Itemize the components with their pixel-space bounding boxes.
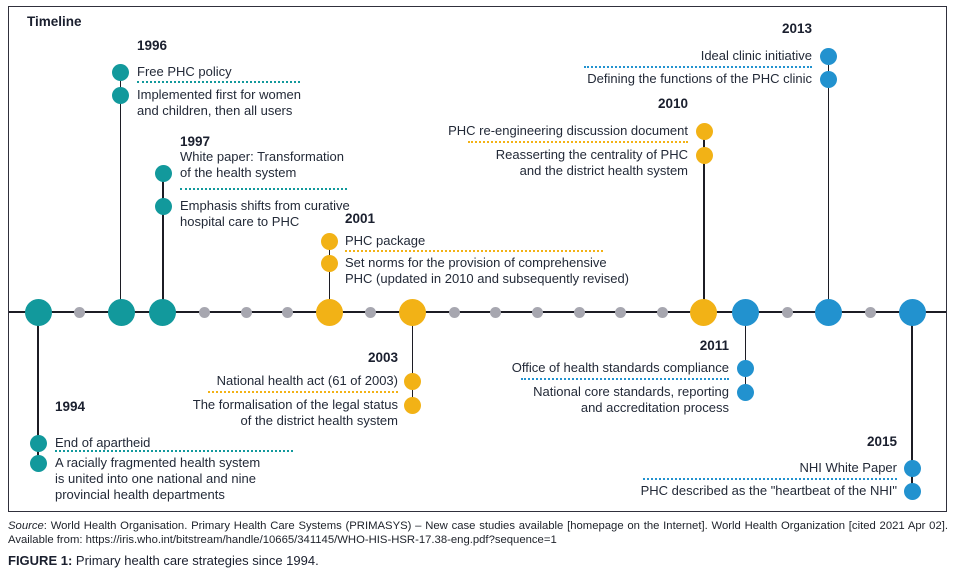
event-title: Office of health standards compliance xyxy=(511,360,729,375)
event-dot xyxy=(404,372,421,390)
event-desc: The formalisation of the legal status of… xyxy=(192,397,398,428)
source-text: : World Health Organisation. Primary Hea… xyxy=(8,520,948,546)
timeline-axis xyxy=(9,311,946,313)
axis-dot-1996 xyxy=(107,298,135,326)
event-dot xyxy=(903,459,921,477)
figure-caption: FIGURE 1: Primary health care strategies… xyxy=(8,553,319,568)
event-dot xyxy=(695,146,713,164)
axis-dot-2005 xyxy=(490,306,502,318)
event-dot xyxy=(695,122,713,140)
axis-dot-1997 xyxy=(149,298,177,326)
dotted-separator xyxy=(468,141,688,143)
connector-line xyxy=(703,131,705,312)
axis-dot-2000 xyxy=(282,306,294,318)
figure-title: Timeline xyxy=(27,14,82,29)
axis-dot-2008 xyxy=(615,306,627,318)
event-title: White paper: Transformation of the healt… xyxy=(180,149,345,180)
event-desc: Defining the functions of the PHC clinic xyxy=(587,71,812,86)
event-dot xyxy=(112,63,129,81)
axis-dot-2003 xyxy=(399,298,427,326)
event-dot xyxy=(820,47,837,65)
axis-dot-1994 xyxy=(24,298,52,326)
connector-line xyxy=(37,312,39,464)
event-dot xyxy=(154,164,172,182)
year-label: 2003 xyxy=(367,350,398,365)
connector-line xyxy=(744,312,747,393)
year-label: 2013 xyxy=(781,21,812,36)
dotted-separator xyxy=(55,450,293,452)
axis-dot-1998 xyxy=(198,306,210,318)
axis-dot-2006 xyxy=(531,306,543,318)
axis-dot-1999 xyxy=(240,306,252,318)
year-label: 1994 xyxy=(55,399,86,414)
connector-line xyxy=(162,173,164,312)
axis-dot-2015 xyxy=(898,298,926,326)
event-dot xyxy=(903,482,921,500)
event-desc: A racially fragmented health system is u… xyxy=(55,455,261,502)
connector-line xyxy=(119,72,122,312)
source-citation: Source: World Health Organisation. Prima… xyxy=(8,519,948,547)
axis-dot-2001 xyxy=(315,298,343,326)
event-title: National health act (61 of 2003) xyxy=(216,373,398,388)
event-dot xyxy=(154,197,172,215)
connector-line xyxy=(827,56,830,312)
event-desc: Emphasis shifts from curative hospital c… xyxy=(180,198,350,229)
connector-line xyxy=(328,241,331,312)
axis-dot-2011 xyxy=(732,298,760,326)
axis-dot-2010 xyxy=(690,298,718,326)
dotted-separator xyxy=(345,250,603,252)
axis-dot-2014 xyxy=(864,306,876,318)
event-dot xyxy=(737,383,754,401)
event-title: PHC re-engineering discussion document xyxy=(448,123,688,138)
event-title: NHI White Paper xyxy=(799,460,897,475)
figure-caption-label: FIGURE 1: xyxy=(8,553,73,568)
figure-caption-text: Primary health care strategies since 199… xyxy=(72,553,319,568)
year-label: 2015 xyxy=(866,434,897,449)
event-title: End of apartheid xyxy=(55,435,151,450)
event-desc: PHC described as the "heartbeat of the N… xyxy=(640,483,897,498)
event-desc: Implemented first for women and children… xyxy=(137,87,302,118)
year-label: 2010 xyxy=(657,96,688,111)
dotted-separator xyxy=(643,478,897,480)
event-title: Ideal clinic initiative xyxy=(700,48,812,63)
event-dot xyxy=(404,396,421,414)
axis-dot-1995 xyxy=(74,306,86,318)
connector-line xyxy=(411,312,414,405)
event-dot xyxy=(820,70,837,88)
event-dot xyxy=(112,86,129,104)
event-dot xyxy=(321,232,338,250)
axis-dot-2009 xyxy=(656,306,668,318)
axis-dot-2012 xyxy=(781,306,793,318)
event-dot xyxy=(29,454,47,472)
dotted-separator xyxy=(584,66,812,68)
dotted-separator xyxy=(208,391,398,393)
axis-dot-2002 xyxy=(365,306,377,318)
event-desc: Reasserting the centrality of PHC and th… xyxy=(495,147,688,178)
event-dot xyxy=(321,254,338,272)
event-title: PHC package xyxy=(345,233,426,248)
dotted-separator xyxy=(180,188,347,190)
year-label: 1997 xyxy=(180,134,211,149)
axis-dot-2007 xyxy=(573,306,585,318)
event-title: Free PHC policy xyxy=(137,64,232,79)
axis-dot-2004 xyxy=(448,306,460,318)
event-desc: National core standards, reporting and a… xyxy=(533,384,729,415)
event-dot xyxy=(29,434,47,452)
dotted-separator xyxy=(137,81,300,83)
dotted-separator xyxy=(521,378,729,380)
source-label: Source xyxy=(8,520,44,532)
year-label: 1996 xyxy=(137,38,168,53)
year-label: 2011 xyxy=(699,338,729,353)
timeline-frame xyxy=(8,6,947,512)
event-dot xyxy=(737,359,754,377)
event-desc: Set norms for the provision of comprehen… xyxy=(345,255,630,286)
year-label: 2001 xyxy=(345,211,376,226)
axis-dot-2013 xyxy=(815,298,843,326)
connector-line xyxy=(911,312,913,492)
